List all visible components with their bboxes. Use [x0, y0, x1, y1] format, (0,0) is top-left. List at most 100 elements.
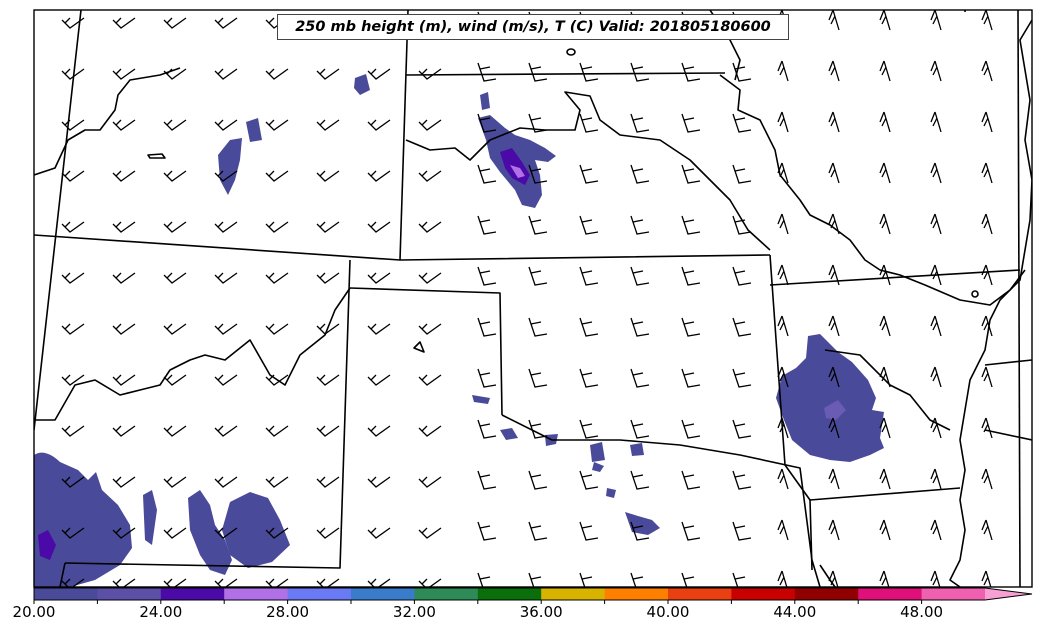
- wind-barb: [828, 213, 840, 235]
- wind-barb: [930, 111, 942, 133]
- border-line: [34, 10, 82, 431]
- wind-barb: [163, 476, 187, 488]
- wind-barb: [930, 366, 942, 388]
- wind-barb: [681, 164, 701, 184]
- wind-barb: [981, 10, 993, 31]
- wind-barb: [61, 374, 85, 386]
- wind-barb: [681, 470, 701, 490]
- wind-barb: [214, 374, 238, 386]
- shade-region-sw-4: [143, 490, 157, 545]
- colorbar-tick-label: 44.00: [773, 603, 817, 621]
- wind-barb: [528, 572, 542, 587]
- shade-region-ok-5: [472, 395, 490, 404]
- wind-barb: [61, 68, 85, 80]
- wind-barb: [777, 417, 789, 439]
- border-line: [769, 254, 961, 501]
- wind-barb: [367, 170, 391, 182]
- wind-barb: [930, 570, 941, 587]
- wind-barb: [163, 425, 187, 437]
- wind-barb: [61, 170, 85, 182]
- wind-barb: [61, 578, 85, 587]
- wind-barb: [630, 419, 650, 439]
- wind-barb: [879, 519, 891, 541]
- wind-barb: [528, 521, 548, 541]
- colorbar-segment: [414, 588, 479, 600]
- wind-barb: [163, 578, 187, 587]
- colorbar-extend-arrow: [985, 588, 1032, 600]
- wind-barb: [732, 317, 752, 337]
- wind-barb: [981, 60, 993, 82]
- wind-barb: [930, 468, 942, 490]
- wind-barb: [112, 476, 136, 488]
- colorbar-tick-label: 24.00: [139, 603, 183, 621]
- wind-barb: [61, 527, 85, 539]
- lake: [971, 290, 979, 298]
- wind-barb: [681, 317, 701, 337]
- shade-region-sw: [34, 452, 132, 587]
- wind-barb: [879, 417, 891, 439]
- wind-barb: [1033, 316, 1041, 336]
- wind-barb: [777, 315, 789, 337]
- colorbar-segment: [731, 588, 796, 600]
- wind-barb: [828, 468, 840, 490]
- wind-barb: [732, 419, 752, 439]
- wind-barb: [163, 272, 187, 284]
- wind-barb: [1033, 112, 1041, 132]
- wind-barb: [981, 519, 993, 541]
- wind-barb: [828, 519, 840, 541]
- wind-barb: [477, 215, 497, 235]
- border-line: [399, 10, 409, 261]
- wind-barb: [732, 164, 752, 184]
- small-lake: [147, 153, 166, 159]
- wind-barb: [828, 111, 840, 133]
- wind-barb: [367, 527, 391, 539]
- wind-barb: [265, 68, 289, 80]
- wind-barb: [879, 366, 891, 388]
- wind-barb: [879, 315, 891, 337]
- wind-barb: [732, 470, 752, 490]
- border-line: [769, 269, 1021, 286]
- wind-barb: [579, 164, 599, 184]
- wind-barb: [112, 425, 136, 437]
- wind-barb: [316, 578, 340, 587]
- wind-barb: [681, 521, 701, 541]
- wind-barb: [777, 162, 789, 184]
- wind-barb: [112, 578, 136, 587]
- colorbar-segment: [794, 588, 859, 600]
- wind-barbs: [61, 10, 1041, 587]
- wind-barb: [528, 419, 548, 439]
- wind-barb: [1033, 61, 1041, 81]
- river-mo: [719, 74, 1026, 306]
- wind-barb: [477, 164, 497, 184]
- wind-barb: [777, 468, 789, 490]
- wind-barb: [265, 374, 289, 386]
- wind-barb: [732, 266, 752, 286]
- wind-barb: [265, 425, 289, 437]
- wind-barb: [528, 470, 548, 490]
- wind-barb: [681, 368, 701, 388]
- wind-barb: [61, 119, 85, 131]
- wind-barb: [930, 162, 942, 184]
- wind-barb: [681, 572, 695, 587]
- wind-barb: [214, 425, 238, 437]
- wind-barb: [879, 213, 891, 235]
- wind-barb: [112, 119, 136, 131]
- shade-region-sw-2: [188, 490, 232, 575]
- wind-barb: [579, 62, 599, 82]
- wind-barb: [681, 266, 701, 286]
- wind-barb: [214, 68, 238, 80]
- wind-barb: [61, 425, 85, 437]
- wind-barb: [367, 425, 391, 437]
- wind-barb: [367, 221, 391, 233]
- colorbar-outline: [33, 587, 1033, 601]
- wind-barb: [316, 272, 340, 284]
- colorbar-segment: [287, 588, 352, 600]
- colorbar-tick-label: 20.00: [12, 603, 56, 621]
- wind-barb: [981, 315, 993, 337]
- wind-barb: [265, 476, 289, 488]
- wind-barb: [930, 60, 942, 82]
- colorbar-segment: [541, 588, 606, 600]
- state-boundaries: [34, 10, 1032, 587]
- wind-barb: [163, 68, 187, 80]
- wind-barb: [367, 323, 391, 335]
